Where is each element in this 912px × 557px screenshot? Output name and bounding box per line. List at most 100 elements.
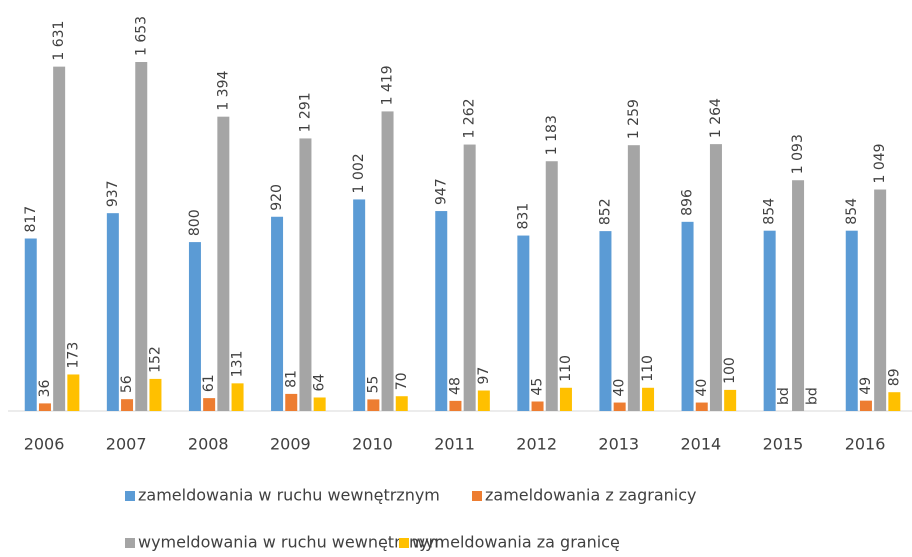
data-label: 1 262 bbox=[462, 98, 478, 138]
data-label: 1 631 bbox=[51, 21, 67, 61]
data-label: 817 bbox=[23, 206, 39, 233]
data-label: 97 bbox=[476, 367, 492, 385]
bar bbox=[463, 144, 476, 412]
data-label: 896 bbox=[680, 189, 696, 216]
data-label: 831 bbox=[515, 203, 531, 230]
bar bbox=[681, 221, 694, 411]
legend-label: wymeldowania za granicę bbox=[412, 533, 620, 552]
data-label: 1 093 bbox=[790, 134, 806, 174]
x-tick-label: 2013 bbox=[598, 435, 639, 454]
data-label: 100 bbox=[722, 357, 738, 384]
data-label: 110 bbox=[558, 355, 574, 382]
data-label: 1 002 bbox=[351, 153, 367, 193]
bar bbox=[545, 161, 558, 411]
bar bbox=[299, 138, 312, 412]
bar bbox=[24, 238, 37, 411]
bar bbox=[449, 400, 462, 411]
bar bbox=[217, 116, 230, 412]
bar bbox=[38, 403, 51, 411]
bar bbox=[599, 231, 612, 411]
data-label: 48 bbox=[447, 377, 463, 395]
bar bbox=[381, 111, 394, 411]
bar bbox=[613, 402, 626, 411]
bar bbox=[121, 399, 134, 411]
data-label: 947 bbox=[433, 178, 449, 205]
bar bbox=[271, 216, 284, 411]
x-tick-label: 2007 bbox=[106, 435, 147, 454]
data-label: 1 049 bbox=[872, 143, 888, 183]
data-label: 800 bbox=[187, 209, 203, 236]
x-tick-label: 2012 bbox=[516, 435, 557, 454]
data-label: 173 bbox=[65, 342, 81, 369]
data-label: 64 bbox=[312, 374, 328, 392]
data-label: 89 bbox=[886, 368, 902, 386]
bar bbox=[135, 62, 148, 411]
bar bbox=[627, 145, 640, 411]
bar bbox=[313, 397, 326, 411]
data-label: 920 bbox=[269, 184, 285, 211]
data-label: 1 394 bbox=[215, 71, 231, 111]
legend-label: wymeldowania w ruchu wewnętrznym bbox=[138, 533, 444, 552]
bar bbox=[709, 144, 722, 411]
data-label: 1 653 bbox=[133, 16, 149, 56]
bar bbox=[874, 189, 887, 411]
bar bbox=[695, 402, 708, 411]
bar bbox=[845, 230, 858, 411]
bar bbox=[149, 378, 162, 411]
bar bbox=[531, 401, 544, 411]
bar bbox=[53, 66, 66, 411]
data-label: 854 bbox=[844, 198, 860, 225]
data-label: 70 bbox=[394, 372, 410, 390]
data-label: 49 bbox=[858, 377, 874, 395]
data-label: 56 bbox=[119, 375, 135, 393]
legend-swatch bbox=[472, 491, 482, 501]
x-tick-label: 2006 bbox=[24, 435, 65, 454]
bar bbox=[763, 230, 776, 411]
data-label: 40 bbox=[694, 379, 710, 397]
bar bbox=[724, 389, 737, 411]
data-label: 40 bbox=[612, 379, 628, 397]
bar bbox=[106, 213, 119, 411]
legend-label: zameldowania w ruchu wewnętrznym bbox=[138, 486, 440, 505]
data-label: 152 bbox=[147, 346, 163, 373]
bar bbox=[859, 400, 872, 411]
data-label: 1 259 bbox=[626, 99, 642, 139]
bar bbox=[435, 211, 448, 411]
bar bbox=[395, 396, 408, 411]
data-label: 1 183 bbox=[544, 115, 560, 155]
data-label: 81 bbox=[283, 370, 299, 388]
x-tick-label: 2015 bbox=[763, 435, 804, 454]
data-label: 131 bbox=[230, 351, 246, 378]
x-tick-label: 2009 bbox=[270, 435, 311, 454]
data-label: 110 bbox=[640, 355, 656, 382]
legend-swatch bbox=[399, 538, 409, 548]
bar bbox=[188, 242, 201, 411]
data-label: 36 bbox=[37, 379, 53, 397]
legend-swatch bbox=[125, 491, 135, 501]
x-tick-label: 2008 bbox=[188, 435, 229, 454]
legend-swatch bbox=[125, 538, 135, 548]
x-tick-label: 2010 bbox=[352, 435, 393, 454]
bar bbox=[477, 390, 490, 411]
data-label: 937 bbox=[105, 180, 121, 207]
bar bbox=[642, 387, 655, 411]
bar bbox=[353, 199, 366, 411]
bar bbox=[231, 383, 244, 411]
bar bbox=[285, 393, 298, 411]
data-label: 1 291 bbox=[297, 92, 313, 132]
data-label: bd bbox=[776, 387, 792, 405]
legend-label: zameldowania z zagranicy bbox=[485, 486, 696, 505]
data-label: bd bbox=[804, 387, 820, 405]
bar bbox=[517, 235, 530, 411]
bar bbox=[203, 398, 216, 411]
x-tick-label: 2016 bbox=[845, 435, 886, 454]
bar bbox=[559, 387, 572, 411]
data-label: 1 419 bbox=[380, 65, 396, 105]
x-tick-label: 2014 bbox=[680, 435, 721, 454]
bar bbox=[888, 392, 901, 411]
x-tick-label: 2011 bbox=[434, 435, 475, 454]
data-label: 854 bbox=[762, 198, 778, 225]
bar bbox=[67, 374, 80, 411]
data-label: 45 bbox=[530, 378, 546, 396]
